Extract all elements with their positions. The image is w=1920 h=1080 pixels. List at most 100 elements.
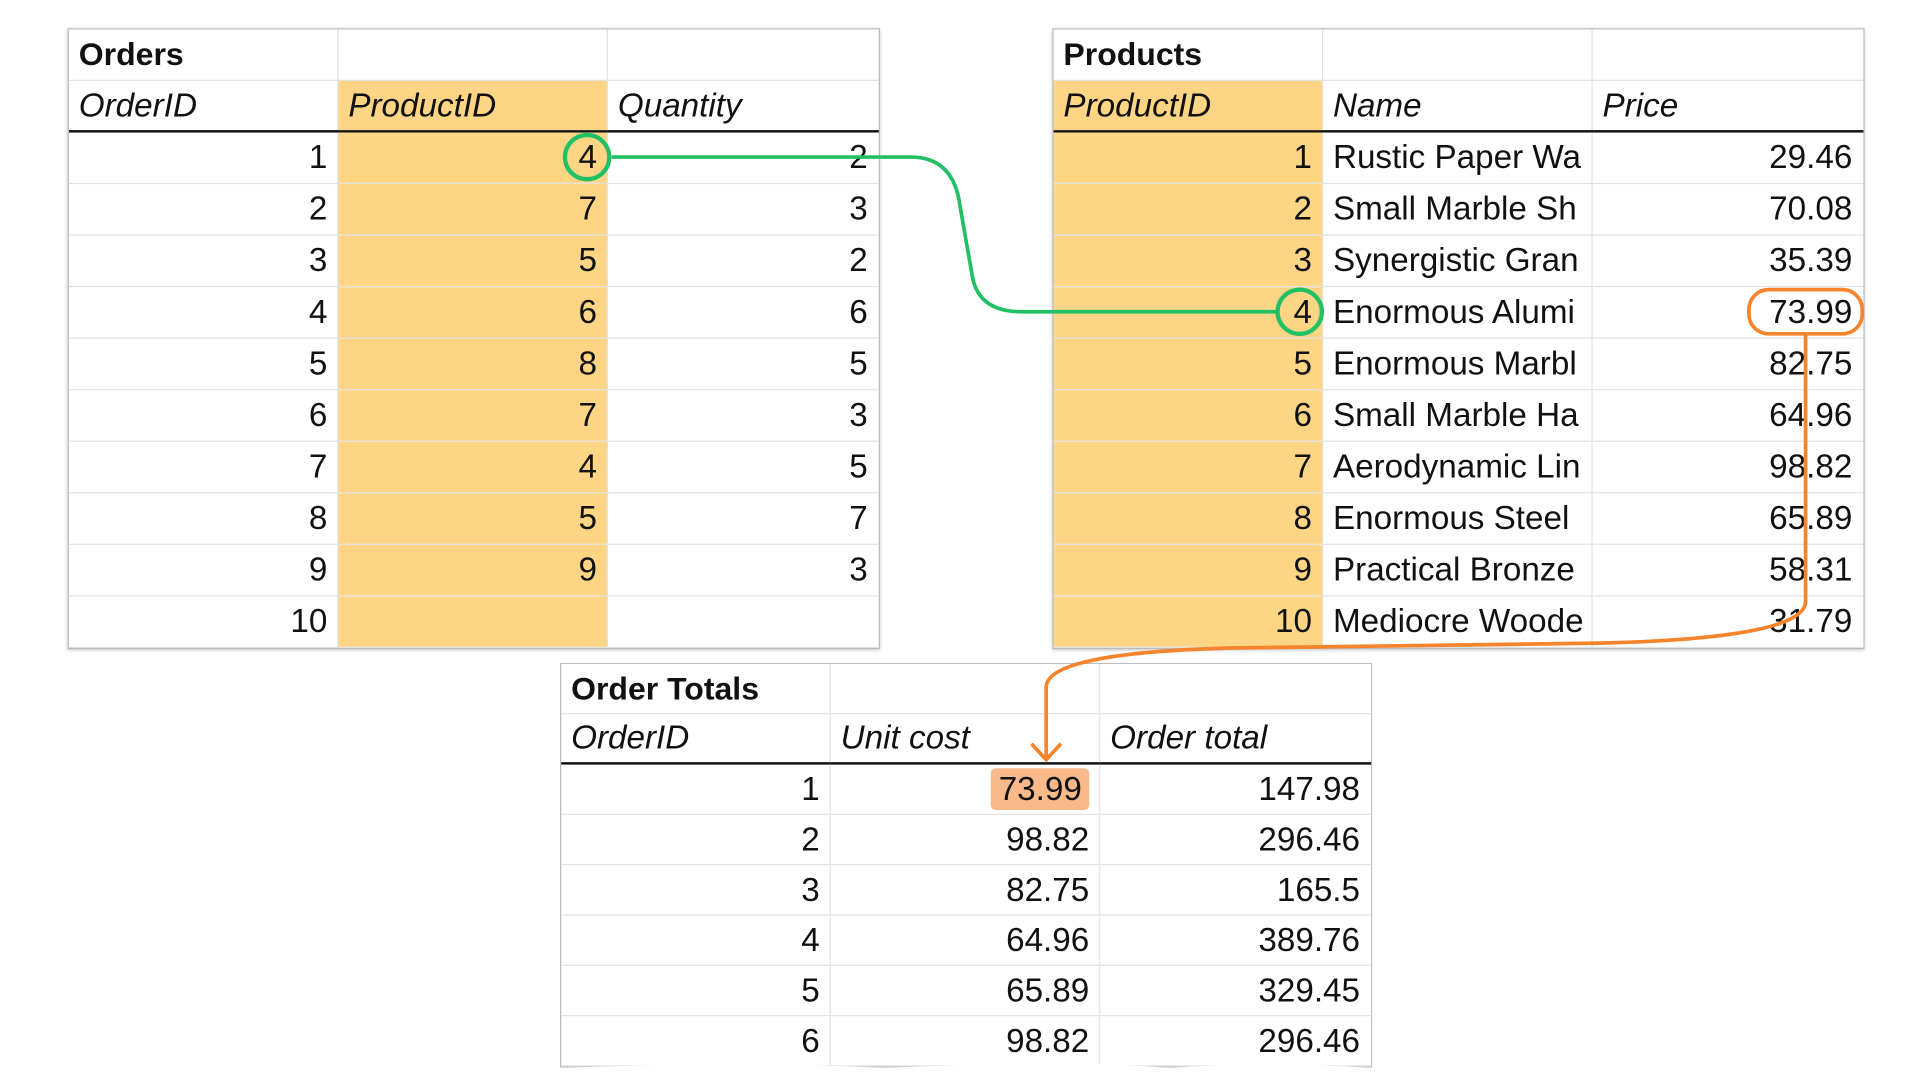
table-cell[interactable]: 58.31 — [1769, 551, 1853, 588]
table-cell[interactable]: 296.46 — [1258, 821, 1361, 858]
table-cell[interactable]: 7 — [69, 441, 339, 493]
empty-cell — [831, 664, 1101, 713]
table-row: 5 65.89 329.45 — [561, 966, 1371, 1016]
table-row: 1 73.99 147.98 — [561, 765, 1371, 815]
table-cell[interactable]: 10 — [69, 596, 339, 647]
table-cell[interactable]: 9 — [1053, 544, 1324, 596]
table-cell[interactable]: 9 — [69, 544, 339, 596]
table-cell[interactable]: 64.96 — [1769, 396, 1853, 434]
table-cell[interactable]: 73.99 — [1769, 293, 1853, 331]
table-cell[interactable]: 6 — [561, 1016, 831, 1065]
table-row: 3 Synergistic Gran 35.39 — [1053, 235, 1864, 288]
table-cell[interactable]: 8 — [69, 493, 339, 544]
table-cell[interactable]: 5 — [69, 338, 339, 390]
column-header: Order total — [1110, 719, 1268, 757]
table-cell[interactable]: 70.08 — [1769, 190, 1853, 228]
table-row: 6 Small Marble Ha 64.96 — [1053, 390, 1864, 442]
table-cell[interactable]: Small Marble Sh — [1323, 184, 1593, 235]
table-cell[interactable]: 3 — [1053, 235, 1324, 286]
table-cell[interactable]: 65.89 — [831, 966, 1101, 1015]
table-cell[interactable]: 6 — [338, 287, 609, 338]
table-cell[interactable]: 165.5 — [1276, 871, 1361, 909]
table-cell[interactable]: 5 — [849, 344, 868, 382]
table-cell[interactable]: 29.46 — [1769, 138, 1853, 176]
table-cell[interactable]: 7 — [1053, 441, 1324, 493]
table-cell[interactable]: 2 — [849, 241, 868, 279]
header-row: OrderID Unit cost Order total — [561, 714, 1371, 764]
table-cell[interactable]: Synergistic Gran — [1323, 235, 1593, 286]
table-cell[interactable]: Enormous Marbl — [1323, 338, 1593, 390]
table-cell[interactable]: 98.82 — [831, 1016, 1101, 1065]
table-cell[interactable]: 10 — [1053, 596, 1324, 647]
table-cell[interactable]: 82.75 — [831, 865, 1101, 914]
table-cell[interactable]: 3 — [69, 235, 339, 286]
table-cell[interactable]: 82.75 — [1769, 344, 1853, 382]
table-cell[interactable] — [338, 596, 609, 647]
table-cell[interactable]: 4 — [561, 916, 831, 965]
table-title: Products — [1054, 29, 1324, 80]
table-cell[interactable]: 98.82 — [1769, 447, 1853, 485]
order-totals-table: Order Totals OrderID Unit cost Order total 1… — [560, 663, 1372, 1068]
arrow-head-icon — [1030, 742, 1063, 763]
column-header: ProductID — [1053, 81, 1324, 131]
empty-cell — [1323, 29, 1593, 80]
table-cell[interactable]: 3 — [849, 396, 868, 434]
table-cell[interactable]: 6 — [69, 390, 339, 441]
table-row: 4 64.96 389.76 — [561, 916, 1371, 966]
table-cell[interactable]: 3 — [849, 551, 868, 588]
table-cell[interactable]: 65.89 — [1769, 499, 1853, 537]
table-cell[interactable]: 9 — [338, 544, 609, 596]
table-cell[interactable]: Small Marble Ha — [1323, 390, 1593, 441]
table-cell[interactable]: 5 — [849, 447, 868, 485]
table-cell[interactable]: Rustic Paper Wa — [1323, 132, 1593, 183]
table-cell[interactable]: 2 — [561, 815, 831, 864]
table-cell[interactable]: 4 — [338, 441, 609, 493]
empty-cell — [338, 29, 609, 80]
table-cell[interactable]: 35.39 — [1769, 241, 1853, 279]
table-cell[interactable]: 98.82 — [831, 815, 1101, 864]
table-cell[interactable]: 1 — [1053, 132, 1324, 183]
table-cell[interactable]: 73.99 — [831, 765, 1101, 814]
productid-lookup-arrow — [611, 155, 1277, 314]
table-cell[interactable]: Enormous Steel — [1323, 493, 1593, 544]
table-cell[interactable]: Enormous Alumi — [1323, 287, 1593, 338]
table-cell[interactable]: 2 — [1053, 184, 1324, 235]
table-cell[interactable]: 2 — [69, 184, 339, 235]
table-cell[interactable]: 8 — [1053, 493, 1324, 544]
table-cell[interactable]: 5 — [338, 493, 609, 544]
table-cell[interactable]: 3 — [849, 190, 868, 228]
table-cell[interactable]: 5 — [338, 235, 609, 286]
table-cell[interactable]: Mediocre Woode — [1323, 596, 1593, 647]
table-cell[interactable]: 6 — [849, 293, 868, 331]
table-cell[interactable]: 5 — [561, 966, 831, 1015]
table-title: Orders — [69, 29, 339, 80]
table-cell[interactable]: 1 — [561, 765, 831, 814]
column-header: Unit cost — [831, 714, 1101, 762]
table-cell[interactable]: 7 — [849, 499, 868, 537]
table-cell[interactable]: 64.96 — [831, 916, 1101, 965]
table-cell[interactable]: 8 — [338, 338, 609, 390]
table-cell[interactable]: 7 — [338, 184, 609, 235]
table-cell[interactable]: 147.98 — [1258, 770, 1361, 808]
products-table: Products ProductID Name Price 1 Rustic Paper … — [1052, 28, 1865, 650]
table-cell[interactable]: 6 — [1053, 390, 1324, 441]
table-cell[interactable]: 5 — [1053, 338, 1324, 390]
table-row: 9 Practical Bronze 58.31 — [1053, 544, 1864, 597]
table-cell[interactable]: 296.46 — [1258, 1022, 1361, 1060]
table-cell[interactable]: Practical Bronze — [1323, 544, 1593, 596]
table-cell[interactable]: 1 — [69, 132, 339, 183]
table-title-row: Products — [1053, 29, 1864, 82]
table-cell[interactable]: Aerodynamic Lin — [1323, 441, 1593, 493]
column-header: OrderID — [561, 714, 831, 762]
table-cell[interactable]: 389.76 — [1258, 921, 1361, 959]
table-title: Order Totals — [561, 664, 831, 713]
table-cell[interactable]: 7 — [338, 390, 609, 441]
table-cell[interactable]: 329.45 — [1258, 972, 1361, 1009]
table-cell[interactable]: 4 — [69, 287, 339, 338]
table-row: 3 82.75 165.5 — [561, 865, 1371, 915]
table-cell[interactable]: 3 — [561, 865, 831, 914]
